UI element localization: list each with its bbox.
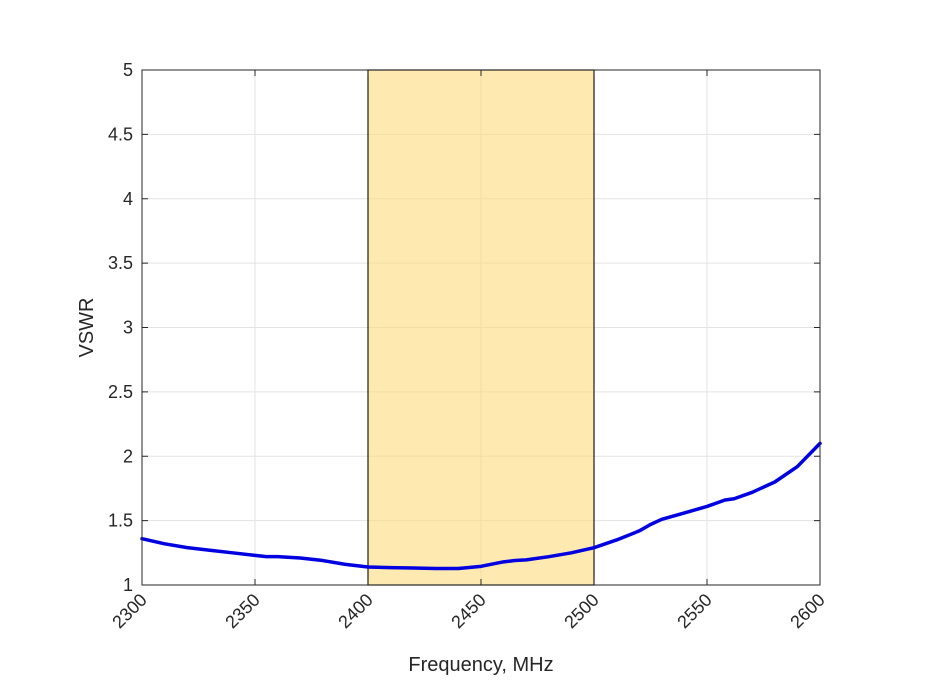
y-tick-label: 3.5 — [108, 253, 133, 273]
ticks — [141, 69, 821, 586]
y-tick-label: 2 — [123, 446, 133, 466]
y-axis-title: VSWR — [76, 298, 98, 358]
series-layer — [140, 441, 822, 571]
y-tick-label: 2.5 — [108, 382, 133, 402]
y-tick-label: 1 — [123, 575, 133, 595]
y-tick-label: 1.5 — [108, 511, 133, 531]
y-tick-label: 4.5 — [108, 124, 133, 144]
highlight-band — [367, 69, 595, 586]
vswr-series-line — [140, 441, 822, 571]
highlight-band-layer — [367, 69, 595, 586]
y-tick-labels: 1 1.5 2 2.5 3 3.5 4 4.5 5 — [108, 60, 133, 595]
y-tick-label: 3 — [123, 318, 133, 338]
y-tick-label: 4 — [123, 189, 133, 209]
y-tick-label: 5 — [123, 60, 133, 80]
x-axis-title: Frequency, MHz — [408, 654, 553, 676]
